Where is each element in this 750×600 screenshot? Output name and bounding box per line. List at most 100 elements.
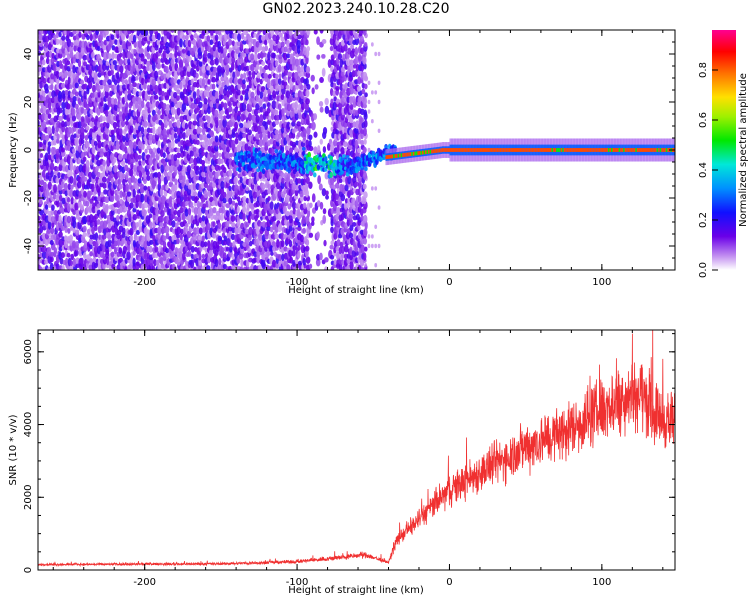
- spectrogram-cell: [118, 111, 123, 117]
- spectrogram-cell: [92, 60, 96, 67]
- spectrogram-cell: [126, 41, 132, 47]
- spectrogram-cell: [140, 126, 145, 135]
- spectrogram-cell: [280, 36, 285, 42]
- spectrogram-cell: [184, 201, 189, 207]
- spectrogram-cell: [91, 92, 96, 98]
- spectrogram-cell: [88, 177, 92, 183]
- figure-title: GN02.2023.240.10.28.C20: [262, 1, 450, 17]
- spectrogram-cell: [88, 171, 93, 179]
- spectrogram-cell: [107, 114, 112, 123]
- spectrogram-cell: [280, 41, 285, 48]
- spectrogram-cell: [162, 134, 168, 143]
- spectrogram-cell: [322, 146, 327, 153]
- spectrogram-cell: [362, 71, 368, 81]
- spectrogram-cell: [190, 245, 195, 253]
- spectrogram-cell: [329, 254, 335, 260]
- spectrogram-cell: [83, 150, 88, 156]
- spectrogram-cell: [38, 215, 41, 221]
- spectrogram-cell: [208, 249, 213, 259]
- spectrogram-cell: [122, 112, 126, 122]
- spectrogram-cell: [102, 182, 107, 189]
- spectrogram-cell: [193, 191, 198, 197]
- spectrogram-cell: [304, 245, 310, 252]
- spectrogram-cell: [42, 77, 47, 84]
- spectrogram-cell: [359, 117, 364, 124]
- spectrogram-cell: [236, 196, 241, 202]
- spectrogram-cell: [39, 185, 44, 193]
- spectrogram-cell: [154, 30, 158, 32]
- spectrogram-cell: [115, 71, 120, 80]
- spectrogram-cell: [50, 170, 54, 178]
- spectrogram-cell: [313, 146, 318, 155]
- spectrogram-cell: [112, 60, 117, 66]
- spectrogram-cell: [156, 62, 161, 70]
- spectrogram-cell: [157, 182, 162, 192]
- spectrogram-cell: [152, 125, 156, 135]
- spectrogram-cell: [302, 227, 307, 234]
- spectrogram-cell: [170, 140, 175, 149]
- spectrogram-cell: [237, 32, 242, 42]
- spectrogram-cell: [280, 239, 285, 248]
- spectrogram-cell: [201, 64, 206, 74]
- spectrogram-cell: [195, 139, 200, 145]
- spectrogram-cell: [153, 171, 159, 178]
- spectrogram-cell: [362, 237, 368, 245]
- spectrogram-cell: [348, 213, 354, 220]
- spectrogram-cell: [270, 30, 275, 36]
- spectrogram-cell: [377, 80, 381, 86]
- spectrogram-cell: [51, 204, 55, 211]
- spectrogram-cell: [176, 238, 180, 245]
- spectrogram-cell: [96, 120, 101, 129]
- spectrogram-cell: [283, 75, 288, 82]
- spectrogram-cell: [207, 122, 211, 128]
- spectrogram-cell: [143, 209, 147, 216]
- spectrogram-cell: [75, 189, 80, 197]
- spectrogram-cell: [203, 241, 208, 248]
- spectrogram-cell: [343, 44, 348, 52]
- spectrogram-cell: [149, 30, 154, 36]
- spectrogram-cell: [160, 174, 165, 182]
- spectrogram-cell: [133, 127, 137, 135]
- spectrogram-cell: [89, 33, 93, 42]
- spectrogram-cell: [60, 147, 65, 153]
- spectrogram-cell: [319, 252, 323, 261]
- spectrogram-cell: [151, 78, 157, 87]
- spectrogram-cell: [114, 39, 118, 45]
- spectrogram-cell: [285, 84, 290, 90]
- spectrogram-cell: [313, 131, 318, 138]
- spectrogram-cell: [325, 190, 329, 196]
- spectrogram-cell: [225, 78, 230, 87]
- spectrogram-cell: [41, 90, 46, 97]
- spectrogram-cell: [80, 116, 85, 123]
- spectrogram-cell: [370, 90, 374, 95]
- spectrogram-cell: [245, 30, 249, 34]
- spectrogram-cell: [124, 94, 129, 103]
- spectrogram-cell: [79, 257, 84, 265]
- spectrogram-cell: [71, 216, 76, 223]
- spectrogram-cell: [47, 141, 52, 147]
- spectrogram-cell: [118, 127, 123, 136]
- spectrogram-cell: [305, 89, 310, 98]
- spectrogram-cell: [113, 79, 118, 86]
- spectrogram-cell: [356, 85, 362, 92]
- spectrogram-cell: [105, 30, 109, 36]
- spectrogram-cell: [302, 202, 307, 209]
- spectrogram-cell: [58, 107, 63, 114]
- spectrogram-cell: [214, 109, 219, 118]
- spectrogram-cell: [99, 30, 105, 34]
- spectrogram-cell: [311, 216, 315, 223]
- spectrogram-cell: [220, 246, 225, 254]
- spectrogram-cell: [114, 178, 119, 186]
- spectrogram-cell: [148, 148, 154, 155]
- spectrogram-cell: [140, 30, 145, 36]
- spectrogram-cell: [79, 79, 85, 85]
- spectrogram-cell: [185, 34, 189, 41]
- spectrogram-cell: [85, 125, 90, 131]
- spectrogram-cell: [305, 77, 309, 87]
- spectrogram-cell: [41, 133, 46, 141]
- spectrogram-cell: [103, 39, 108, 46]
- spectrogram-cell: [154, 246, 159, 253]
- spectrogram-cell: [41, 96, 47, 102]
- spectrogram-cell: [159, 257, 164, 265]
- spectrogram-cell: [78, 89, 82, 97]
